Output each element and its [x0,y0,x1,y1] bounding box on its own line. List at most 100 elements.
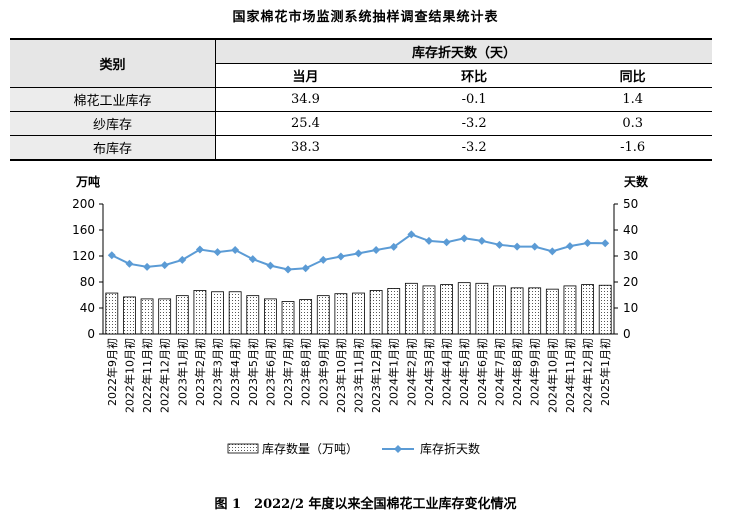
days-point [495,240,504,249]
right-tick-label: 30 [623,249,638,263]
table-header-row-2: 当月 环比 同比 [10,63,712,88]
row-label: 纱库存 [10,111,216,136]
days-point [143,262,152,271]
legend: 库存数量（万吨） 库存折天数 [227,441,480,456]
days-point [460,234,469,243]
x-tick-label: 2024年7月初 [492,338,506,406]
inventory-bar [528,287,542,335]
x-tick-label: 2022年10月初 [122,338,136,413]
x-tick-label: 2022年12月初 [158,338,172,413]
inventory-bar [581,284,594,335]
inventory-bar [175,295,189,335]
x-tick-label: 2023年2月初 [193,338,207,406]
x-tick-label: 2022年9月初 [105,338,119,406]
figure-caption: 图 1 2022/2 年度以来全国棉花工业库存变化情况 [214,497,517,512]
left-tick-label: 80 [80,275,95,289]
days-point [160,261,169,270]
inventory-bar [246,295,260,335]
inventory-bar [140,298,154,335]
x-tick-label: 2023年5月初 [246,338,260,406]
legend-bar-label: 库存数量（万吨） [262,441,358,456]
inventory-bar [404,282,418,335]
left-axis-unit: 万吨 [75,174,100,189]
inventory-bar [493,285,506,335]
cell-mom: -0.1 [394,87,554,112]
stats-table: 类别 库存折天数（天） 当月 环比 同比 棉花工业库存 34.9 -0.1 1.… [10,38,712,161]
days-point [266,261,275,270]
left-tick-label: 200 [72,197,95,211]
row-label: 棉花工业库存 [10,87,216,112]
days-point [354,249,363,258]
days-point [372,246,381,255]
x-tick-label: 2024年12月初 [581,338,595,413]
inventory-bar [422,285,436,335]
x-tick-label: 2024年1月初 [387,338,401,406]
days-point [178,255,187,264]
left-tick-label: 160 [72,223,95,237]
inventory-bar [158,298,172,335]
inventory-bar [299,299,313,335]
column-header-current: 当月 [215,63,395,88]
inventory-bar [211,291,224,335]
days-point [107,251,116,260]
x-tick-label: 2023年6月初 [263,338,277,406]
inventory-bar [334,293,348,335]
bar-series [105,282,612,335]
category-header: 类别 [10,38,216,88]
inventory-bar [352,292,365,335]
x-tick-label: 2024年6月初 [475,338,489,406]
days-point [548,247,557,256]
table-title: 国家棉花市场监测系统抽样调查结果统计表 [232,10,499,25]
days-point [301,264,310,273]
left-tick-label: 40 [80,301,95,315]
left-tick-label: 120 [72,249,95,263]
line-series [107,230,610,274]
inventory-bar [281,301,295,335]
right-axis-unit: 天数 [624,174,649,189]
left-tick-label: 0 [87,327,95,341]
days-point [583,239,592,247]
days-point [513,242,522,251]
inventory-bar [264,298,277,335]
x-tick-label: 2023年1月初 [175,338,189,406]
x-tick-label: 2023年8月初 [299,338,313,406]
cell-current: 38.3 [215,135,395,161]
table-row: 布库存 38.3 -3.2 -1.6 [10,135,712,161]
days-point [284,265,293,274]
x-tick-label: 2022年11月初 [140,338,154,413]
inventory-bar [228,291,242,335]
days-point [389,242,398,251]
x-tick-label: 2024年11月初 [563,338,577,413]
days-point [565,242,574,251]
x-tick-label: 2023年10月初 [334,338,348,413]
x-tick-label: 2025年1月初 [598,338,612,406]
cell-mom: -3.2 [394,111,554,136]
x-tick-label: 2024年4月初 [440,338,454,406]
days-point [442,238,451,247]
inventory-bar [510,287,524,335]
days-point [195,245,204,254]
days-point [530,242,539,251]
right-tick-label: 40 [623,223,638,237]
inventory-bar [316,295,330,335]
cell-yoy: 0.3 [553,111,712,136]
cell-current: 25.4 [215,111,395,136]
days-point [248,255,257,264]
right-tick-label: 10 [623,301,638,315]
inventory-bar [475,282,489,335]
days-point [213,248,222,257]
x-tick-label: 2023年9月初 [316,338,330,406]
x-tick-label: 2023年4月初 [228,338,242,406]
cell-mom: -3.2 [394,135,554,161]
x-tick-label: 2023年12月初 [369,338,383,413]
days-point [231,246,240,255]
legend-bar-swatch [227,443,259,454]
days-point [601,239,610,248]
days-point [477,236,486,245]
x-axis-labels: 2022年9月初 2022年10月初 2022年11月初 2022年12月初 2023年… [105,338,612,413]
inventory-bar [440,284,453,335]
x-tick-label: 2023年11月初 [352,338,366,413]
days-point [319,255,328,264]
right-tick-label: 50 [623,197,638,211]
